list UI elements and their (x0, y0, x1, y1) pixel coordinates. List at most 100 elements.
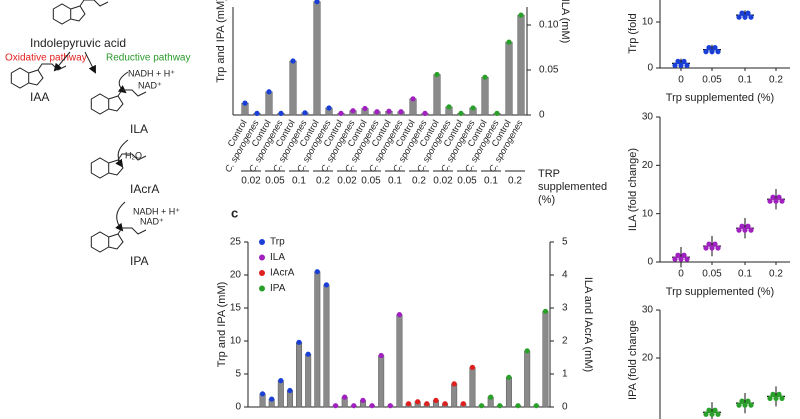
y2-tick-label: 2 (562, 336, 568, 347)
dot (739, 223, 745, 229)
bar-point (269, 396, 275, 402)
bar-point (415, 399, 421, 405)
cofactor: NAD⁺ (140, 216, 164, 226)
group-label: 0.02 (241, 176, 261, 187)
bar-point (433, 397, 439, 403)
bar-point (446, 104, 452, 110)
dot (684, 256, 690, 262)
x-axis-label: Trp supplemented (%) (666, 286, 774, 298)
group-label: 0.2 (412, 176, 426, 187)
dot (715, 411, 721, 417)
dot (715, 49, 721, 55)
y-tick-label: 10 (642, 17, 654, 28)
y-axis-label: Trp and IPA (mM) (216, 282, 228, 368)
dot (748, 227, 754, 233)
bar-point (314, 269, 320, 275)
y-tick-label: 30 (642, 305, 654, 316)
bar-point (488, 394, 494, 400)
bar-point (396, 312, 403, 318)
dot (745, 10, 751, 16)
bar-point (434, 71, 440, 78)
bar (265, 91, 273, 116)
bar (481, 76, 489, 116)
group-label: 0.05 (457, 176, 477, 187)
cofactor: NADH + H⁺ (133, 206, 180, 216)
bar-point (518, 12, 524, 18)
bar (542, 311, 549, 408)
legend-marker (259, 254, 265, 261)
bar (289, 60, 297, 116)
compound-label: Indolepyruvic acid (30, 36, 126, 50)
bar-point (278, 378, 284, 384)
x-axis-label: supplemented (538, 181, 607, 193)
dot (675, 58, 681, 64)
y-tick-label: 25 (230, 237, 242, 248)
bar-point (451, 381, 457, 387)
bar-point (242, 100, 248, 106)
bar-point (398, 109, 404, 115)
y-tick-label: 15 (230, 303, 242, 314)
bar-point (497, 403, 503, 409)
dot (706, 45, 712, 51)
dot (672, 62, 678, 68)
dot (709, 411, 715, 417)
dot (773, 395, 779, 401)
x-tick-label: 0 (678, 269, 684, 280)
dot (736, 402, 742, 408)
dot (773, 198, 779, 204)
group-label: 0.1 (388, 176, 402, 187)
bar-point (326, 105, 332, 111)
bar (433, 74, 441, 116)
y2-tick-label: 3 (562, 303, 568, 314)
y-tick-label: 5 (235, 369, 241, 380)
y-axis-label: Trp (fold (627, 13, 639, 54)
bar-point (296, 339, 302, 345)
dot (709, 245, 715, 251)
dot (684, 62, 690, 68)
legend-marker (259, 239, 265, 245)
bar (313, 1, 321, 116)
bar-point (533, 403, 539, 409)
x-axis-label: (%) (538, 194, 555, 206)
pathway-label: Oxidative pathway (5, 53, 87, 64)
compound-label: ILA (130, 122, 148, 136)
arrow (115, 201, 126, 232)
bar-point (360, 397, 366, 403)
bar (378, 355, 385, 408)
bar-point (387, 403, 393, 409)
bar (524, 350, 531, 408)
bar-point (458, 110, 464, 116)
compound-label: IPA (130, 254, 148, 268)
bar-point (460, 401, 466, 407)
bar-point (542, 308, 549, 314)
legend-label: IPA (270, 283, 286, 294)
dot (703, 49, 709, 55)
bar-point (266, 89, 272, 95)
y2-axis-label: ILA (mM) (559, 0, 571, 43)
compound-label: IAA (30, 90, 49, 104)
bar-point (378, 352, 384, 359)
dot (770, 391, 776, 397)
structure (90, 227, 147, 253)
bar-point (469, 364, 476, 370)
y-tick-label: 20 (230, 270, 242, 281)
legend-marker (259, 270, 265, 276)
bar (451, 383, 458, 408)
bar-point (342, 394, 348, 400)
dot (739, 398, 745, 404)
x-tick-label: 0 (678, 75, 684, 86)
arrow (84, 51, 96, 74)
dot (703, 411, 709, 417)
bar-point (369, 403, 375, 409)
dot (776, 391, 782, 397)
structure (90, 89, 147, 115)
arrows (53, 51, 129, 232)
bar-point (506, 39, 512, 45)
bar-point (524, 348, 530, 354)
x-tick-label: 0.2 (769, 269, 783, 280)
group-label: 0.05 (265, 176, 285, 187)
dot (767, 198, 773, 204)
y2-tick-label: 0 (562, 402, 568, 413)
y2-tick-label: 4 (562, 270, 568, 281)
